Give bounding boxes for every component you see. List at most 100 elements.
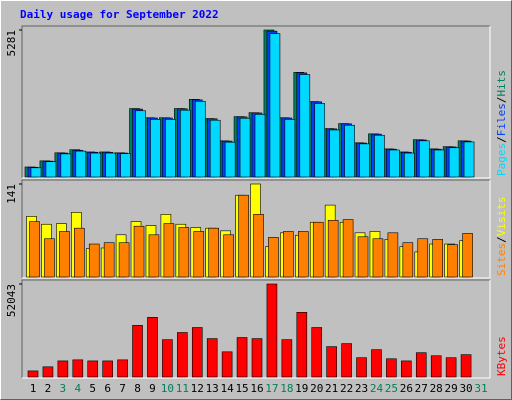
x-tick-label: 12 [191,382,204,395]
bar [356,357,367,378]
bar [460,354,472,378]
bar [224,141,236,178]
bar [430,355,442,378]
bar [221,351,233,378]
x-tick-label: 8 [134,382,141,395]
x-tick-label: 24 [370,382,384,395]
legend-entry: Hits [495,70,508,97]
bar [44,238,55,278]
bar [118,242,130,278]
bar [42,366,54,378]
bar [387,232,399,278]
x-tick-label: 2 [45,382,52,395]
legend: Sites/Visits [495,197,508,277]
bar [150,119,161,178]
x-tick-label: 26 [400,382,413,395]
bar [238,194,249,278]
bar [208,227,219,278]
x-tick-label: 5 [89,382,96,395]
panel-border-light [22,280,491,379]
bar [45,161,57,178]
x-tick-label: 18 [280,382,293,395]
bar [311,327,323,378]
bar [341,343,352,378]
bar [386,358,397,378]
x-tick-label: 13 [206,382,219,395]
bar [251,338,263,378]
legend-entry: Visits [495,197,508,237]
bar [371,349,382,378]
bar [72,359,84,378]
bar [223,234,234,278]
legend-entry: Sites [495,243,508,276]
x-tick-label: 10 [161,382,174,395]
bar [254,114,266,178]
x-tick-label: 21 [325,382,338,395]
bar [418,140,430,178]
panel-border-dark [21,25,490,178]
bar [284,119,296,178]
bar [281,339,293,378]
bar [447,244,458,278]
x-tick-label: 28 [430,382,443,395]
panel-border-light [22,180,491,279]
bar [312,221,324,278]
bar [401,360,412,378]
panel-border-light [22,26,491,179]
bar [206,338,218,378]
x-tick-label: 15 [235,382,248,395]
legend: KBytes [495,336,508,376]
legend-separator: / [495,97,508,104]
bar [103,242,115,278]
x-tick-label: 25 [385,382,398,395]
bar [105,152,116,178]
panel-border-dark [21,179,490,278]
bar [433,149,445,178]
bar [296,312,308,378]
x-tick-label: 16 [250,382,263,395]
x-tick-label: 19 [295,382,308,395]
x-tick-label: 30 [459,382,472,395]
y-tick-label: 5281 [5,30,18,57]
bar [404,152,415,178]
bar [326,346,337,378]
bar [342,219,354,278]
bar [462,233,473,278]
bar [415,352,427,378]
bar [253,214,264,278]
bar [148,234,160,278]
bar [88,243,100,278]
bar [344,124,355,178]
x-tick-label: 9 [149,382,156,395]
bar [162,339,173,378]
bar [359,143,370,178]
x-tick-label: 20 [310,382,323,395]
x-tick-label: 6 [104,382,111,395]
x-tick-label: 31 [474,382,487,395]
x-tick-label: 17 [265,382,278,395]
x-tick-label: 27 [415,382,428,395]
chart-title: Daily usage for September 2022 [20,8,219,21]
bar [357,236,369,278]
bar [402,242,414,278]
bar [117,359,128,378]
bar [163,223,175,278]
bar [74,227,85,278]
bar [417,238,429,278]
bar [135,110,146,178]
bar [445,357,457,378]
bar [87,360,99,378]
x-tick-label: 7 [119,382,126,395]
bar [75,150,87,178]
bar [269,33,281,178]
y-tick-label: 141 [5,184,18,204]
bar [299,74,311,178]
bar [236,337,248,378]
bar [102,360,113,378]
bar [374,134,385,178]
legend-separator: / [495,136,508,143]
x-tick-label: 29 [445,382,458,395]
bar [194,100,206,178]
